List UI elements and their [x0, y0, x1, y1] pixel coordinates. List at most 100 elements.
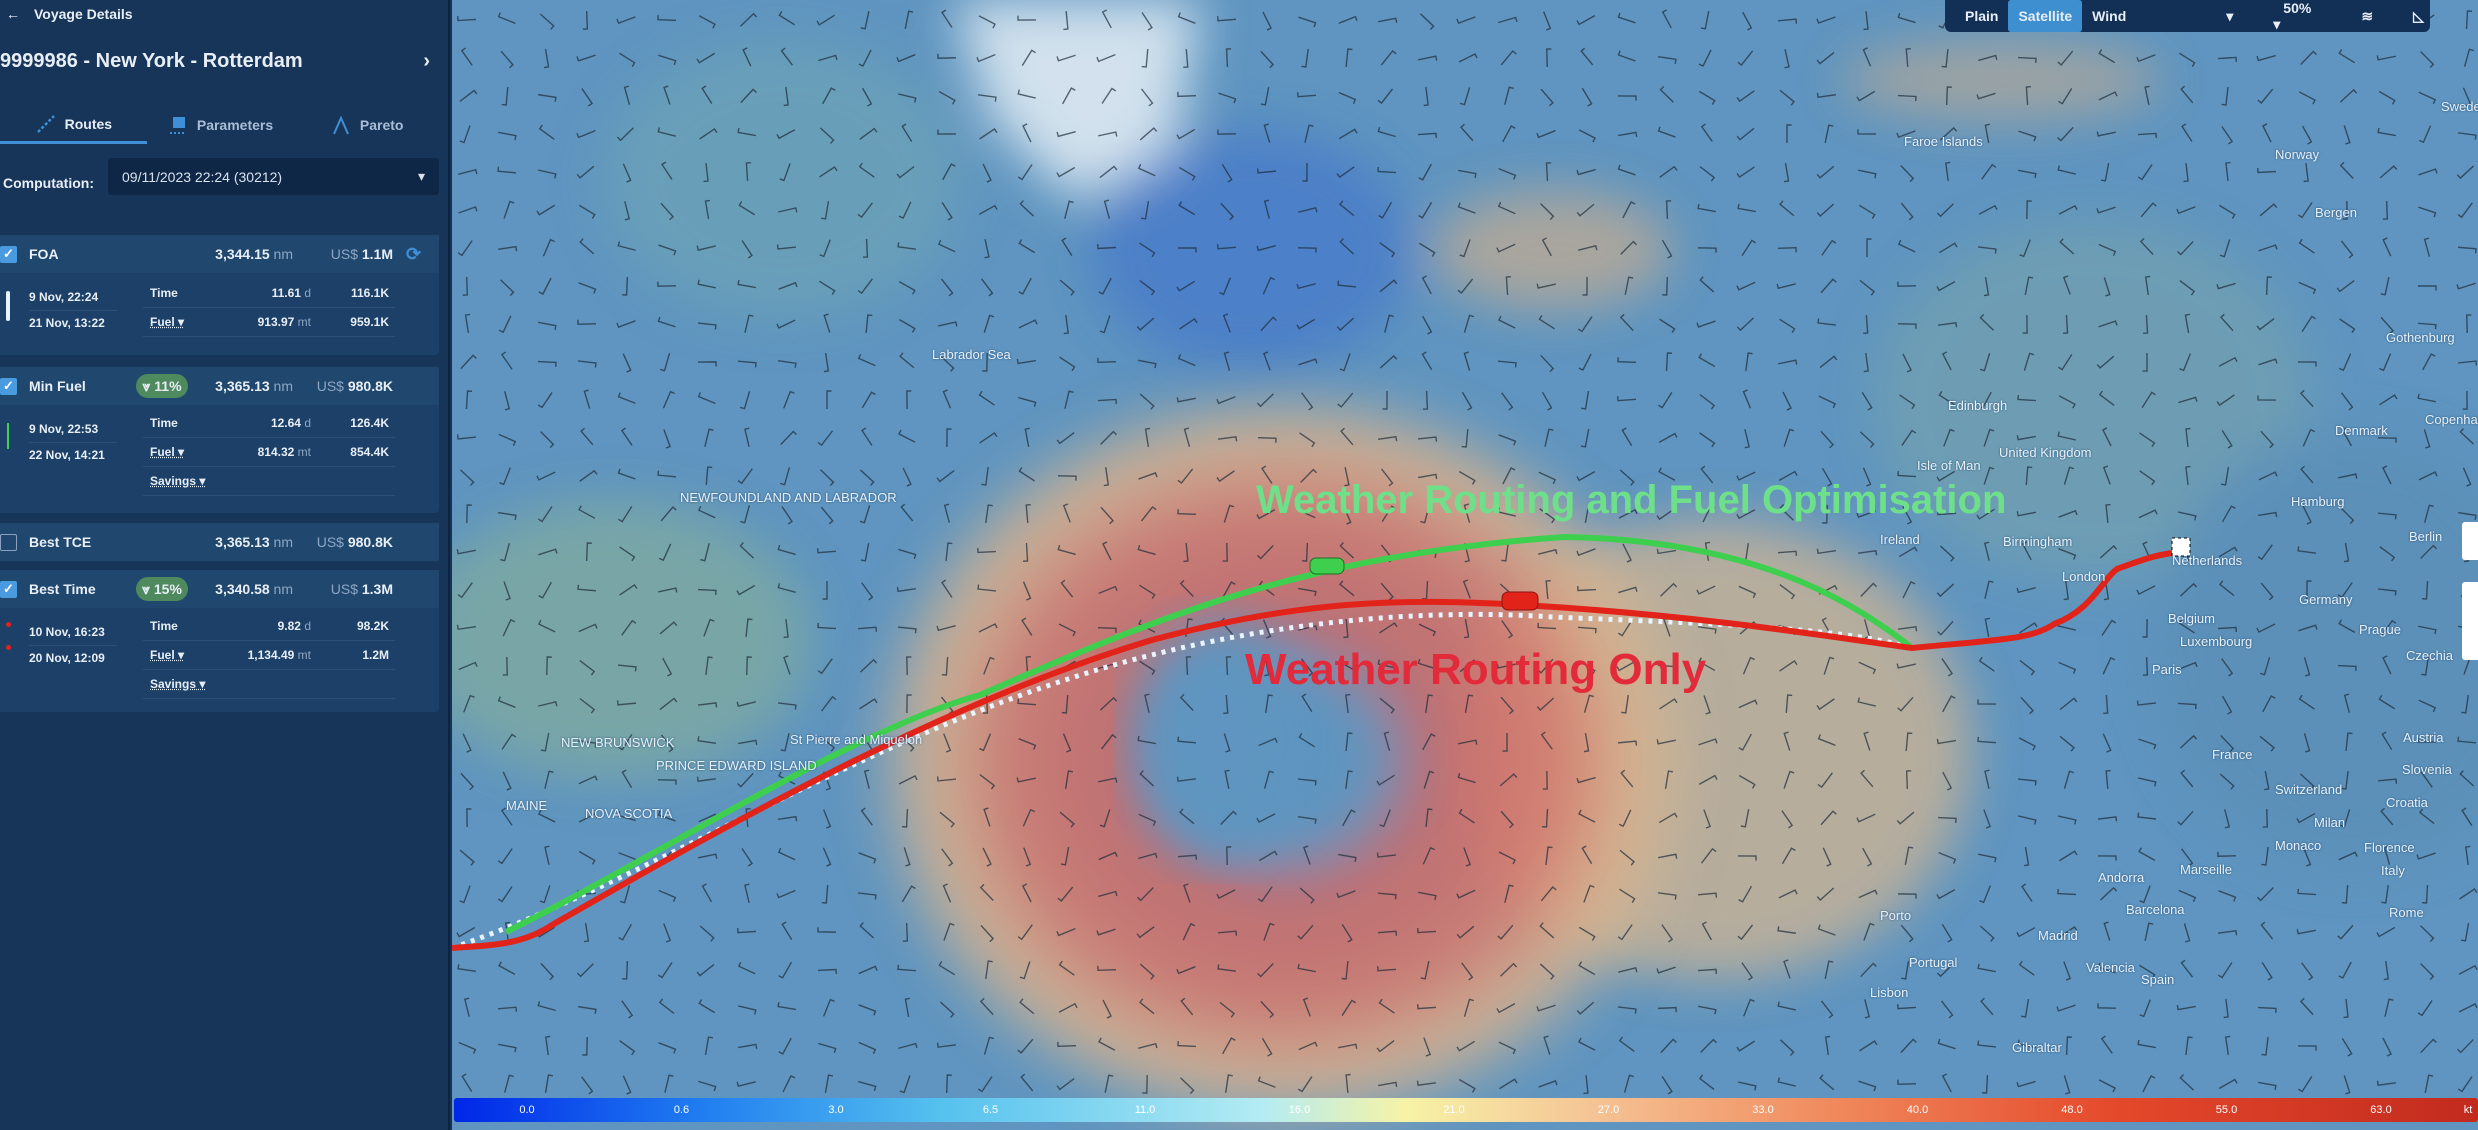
wind-barb — [1017, 164, 1033, 181]
wind-barbs — [456, 9, 2478, 1095]
wind-barb — [1736, 281, 1756, 291]
wind-barb — [462, 276, 468, 296]
layers-icon[interactable]: ≋ — [2361, 7, 2374, 24]
wind-barb — [577, 319, 597, 325]
wind-barb — [857, 354, 876, 367]
place-label: United Kingdom — [1999, 445, 2092, 460]
wind-barb — [542, 238, 555, 257]
route-checkbox[interactable]: ✓ — [0, 245, 17, 263]
wind-barb — [1296, 318, 1316, 330]
wind-barb — [1857, 697, 1876, 707]
satellite-button[interactable]: Satellite — [2008, 0, 2083, 32]
wind-barb — [2181, 123, 2193, 142]
route-card-min-fuel: ✓ Min Fuel ⩔ 11% 3,365.13 nm US$ 980.8K 9… — [0, 367, 439, 513]
place-label: Austria — [2403, 730, 2444, 745]
wind-barb — [1180, 997, 1194, 1016]
wind-button[interactable]: Wind — [2092, 8, 2127, 24]
wind-barb — [977, 94, 997, 102]
wind-barb — [1776, 283, 1796, 290]
wind-barb — [1100, 733, 1117, 750]
computation-select[interactable]: 09/11/2023 22:24 (30212) ▾ — [108, 158, 439, 195]
wind-barb — [1617, 50, 1636, 62]
wind-barb — [658, 543, 672, 562]
wind-barb — [622, 276, 629, 296]
route-checkbox[interactable]: ✓ — [0, 580, 17, 598]
wind-barb — [1902, 580, 1916, 599]
wind-barb — [2378, 695, 2396, 710]
layer-caret-down-icon[interactable]: ▾ — [2226, 7, 2234, 24]
wind-barb — [1380, 50, 1397, 66]
refresh-icon[interactable]: ⟳ — [406, 243, 422, 264]
wind-barb — [1577, 585, 1597, 592]
wind-barb — [697, 736, 717, 744]
wind-barb — [1178, 166, 1196, 181]
ruler-icon[interactable]: ◺ — [2413, 7, 2424, 24]
route-checkbox[interactable]: ✓ — [0, 377, 17, 395]
back-arrow-icon[interactable]: ← — [6, 6, 20, 22]
wind-barb — [1941, 351, 1952, 371]
wind-barb — [1225, 656, 1232, 676]
wind-barb — [696, 245, 716, 251]
fuel-dropdown[interactable]: Fuel ▾ — [150, 648, 185, 662]
wind-barb — [2300, 465, 2314, 484]
tab-parameters[interactable]: Parameters — [147, 106, 294, 144]
wind-barb — [697, 279, 716, 289]
fuel-dropdown[interactable]: Fuel ▾ — [150, 315, 185, 329]
wind-barb — [1621, 694, 1629, 714]
wind-barb — [736, 701, 756, 707]
plain-button[interactable]: Plain — [1965, 8, 1999, 24]
tab-pareto[interactable]: Pareto — [293, 106, 440, 144]
chevron-right-icon[interactable]: › — [423, 50, 430, 72]
wind-barb — [938, 961, 956, 976]
wind-barb — [985, 960, 993, 980]
wind-barb — [1062, 733, 1072, 753]
place-label: Berlin — [2409, 529, 2443, 544]
wind-barb — [1262, 351, 1271, 371]
wind-barb — [1543, 1035, 1551, 1055]
route-card-foa: ✓ FOA 3,344.15 nm US$ 1.1M ⟳ 9 Nov, 22:24… — [0, 235, 439, 355]
wind-barb — [457, 16, 477, 22]
wind-barb — [1425, 694, 1433, 714]
map[interactable]: Labrador Sea NEWFOUNDLAND AND LABRADOR NEW… — [452, 0, 2478, 1130]
wind-barb — [701, 883, 713, 903]
wind-barb — [2382, 1037, 2393, 1057]
wind-barb — [502, 618, 516, 637]
wind-barb — [2343, 998, 2349, 1019]
wind-barb — [1659, 698, 1678, 710]
wind-barb — [1816, 51, 1835, 65]
wind-barb — [1941, 923, 1953, 943]
wind-barb — [1545, 579, 1551, 600]
wind-barb — [1816, 887, 1835, 901]
fullscreen-button[interactable] — [2462, 522, 2478, 560]
wind-barb — [500, 50, 514, 69]
route-checkbox[interactable] — [0, 533, 17, 551]
wind-barb — [1457, 202, 1476, 214]
wind-barb — [1137, 887, 1154, 902]
wind-barb — [1376, 1039, 1395, 1053]
wind-barb — [1498, 1078, 1518, 1090]
wind-barb — [1018, 396, 1037, 407]
wind-barb — [1297, 924, 1314, 940]
voyage-title-row[interactable]: 9999986 - New York - Rotterdam › — [0, 50, 430, 73]
tab-routes[interactable]: Routes — [0, 106, 147, 144]
wind-barb — [2019, 659, 2036, 676]
savings-dropdown[interactable]: Savings ▾ — [150, 474, 206, 488]
route-start: 9 Nov, 22:24 — [29, 285, 117, 311]
wind-barb — [1345, 732, 1353, 752]
wind-barb — [1777, 246, 1797, 253]
wind-barb — [1058, 1002, 1078, 1013]
wind-barb — [1139, 998, 1155, 1015]
fuel-dropdown[interactable]: Fuel ▾ — [150, 445, 185, 459]
wind-barb — [2457, 246, 2477, 254]
wind-barb — [2260, 430, 2274, 449]
zoom-buttons[interactable] — [2462, 582, 2478, 660]
wind-barb — [1298, 1041, 1318, 1051]
wind-barb — [1222, 542, 1228, 562]
wind-barb — [2343, 125, 2351, 145]
wind-barb — [502, 656, 508, 676]
opacity-select[interactable]: 50% ▾ — [2273, 0, 2312, 32]
savings-dropdown[interactable]: Savings ▾ — [150, 677, 206, 691]
wind-barb — [1377, 166, 1397, 174]
wind-barb — [1783, 428, 1795, 447]
wind-barb — [982, 352, 988, 372]
